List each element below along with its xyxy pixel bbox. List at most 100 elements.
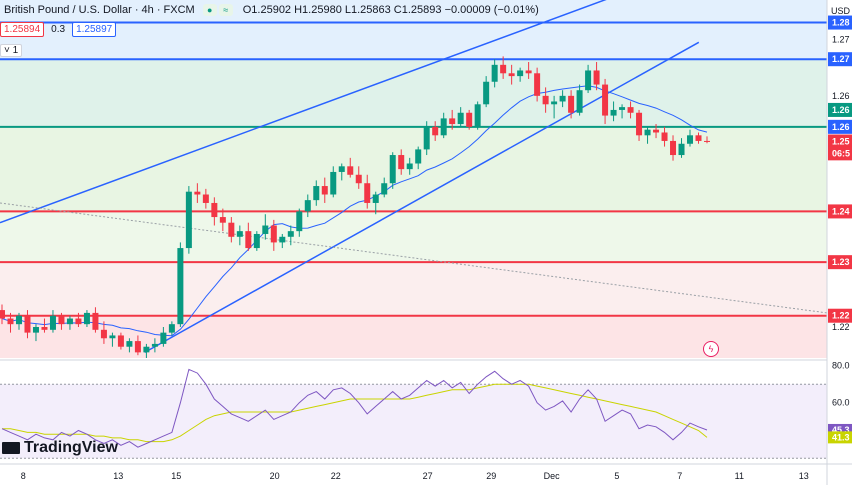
candle-body: [177, 248, 184, 325]
candle-body: [670, 140, 677, 156]
time-tick-label: 8: [21, 471, 26, 481]
price-label-tag: [828, 134, 852, 149]
market-open-dot-icon: ●: [202, 4, 217, 16]
price-label-text: 1.22: [832, 311, 850, 321]
time-tick-label: 13: [113, 471, 123, 481]
candle-body: [440, 118, 447, 136]
trendline[interactable]: [0, 0, 666, 224]
candle-body: [406, 163, 413, 170]
rsi-tick-label: 60.0: [832, 398, 850, 408]
sell-button[interactable]: 1.25894: [0, 22, 45, 37]
candle-body: [534, 73, 541, 96]
rsi-band: [0, 384, 827, 459]
zones-layer: [0, 0, 827, 358]
candle-body: [287, 231, 294, 237]
candle-body: [551, 101, 558, 105]
trendline[interactable]: [0, 202, 828, 314]
candle-body: [109, 335, 116, 339]
candle-body: [372, 194, 379, 203]
price-label-tag: [828, 15, 852, 30]
candle-body: [585, 70, 592, 91]
candle-body: [483, 81, 490, 105]
candle-body: [466, 112, 473, 127]
candle-body: [636, 112, 643, 136]
candle-body: [245, 231, 252, 249]
candle-body: [228, 222, 235, 237]
price-label-text: 1.27: [832, 54, 850, 64]
rsi-ma-line: [2, 383, 708, 443]
time-tick-label: 13: [799, 471, 809, 481]
buy-button[interactable]: 1.25897: [72, 22, 117, 37]
candle-body: [194, 191, 201, 195]
chevron-down-icon: ˅: [4, 45, 10, 56]
candle-body: [219, 217, 226, 223]
candle-body: [134, 341, 141, 353]
candle-body: [66, 318, 73, 325]
tradingview-logo: TradingView: [2, 439, 118, 457]
rsi-label-tag: [828, 431, 852, 444]
price-label-text: 1.26: [832, 122, 850, 132]
candle-body: [185, 191, 192, 249]
candle-body: [58, 315, 65, 325]
candle-body: [619, 107, 626, 110]
candle-body: [236, 231, 243, 237]
indicator-count: 1: [12, 45, 19, 56]
price-label-text: 1.23: [832, 257, 850, 267]
time-tick-label: 20: [270, 471, 280, 481]
candle-body: [500, 64, 507, 74]
candle-body: [593, 70, 600, 85]
candle-body: [653, 129, 660, 133]
candle-body: [559, 95, 566, 102]
candle-body: [644, 129, 651, 136]
price-axis[interactable]: 1.27 1.26 1.25 1.24 1.23 1.22 1.28 1.27 1.26 1.26…: [826, 0, 852, 485]
levels-layer: [0, 21, 827, 317]
candle-body: [508, 73, 515, 77]
price-tick-label: 1.27: [832, 34, 850, 44]
candle-body: [313, 186, 320, 201]
candle-body: [423, 126, 430, 150]
lightning-icon[interactable]: ϟ: [703, 341, 719, 357]
price-label-text: 06:5: [832, 148, 850, 158]
price-label-tag: [828, 146, 852, 161]
candle-body: [610, 109, 617, 116]
price-label-text: 1.25: [832, 137, 850, 147]
candle-body: [525, 70, 532, 74]
price-axis-bg: [827, 0, 852, 485]
candle-body: [330, 171, 337, 195]
price-label-tag: [828, 308, 852, 323]
candle-body: [32, 326, 39, 333]
price-zone: [0, 0, 827, 60]
price-tick-label: 1.22: [832, 322, 850, 332]
price-tick-label: 1.26: [832, 91, 850, 101]
price-label-tag: [828, 102, 852, 117]
spread-value: 0.3: [51, 24, 66, 35]
candle-body: [542, 95, 549, 105]
candle-body: [449, 118, 456, 125]
candle-body: [202, 194, 209, 203]
candle-body: [389, 155, 396, 184]
candle-body: [253, 233, 260, 249]
rsi-pane: [0, 359, 852, 459]
candle-body: [49, 315, 56, 330]
price-label-text: 1.28: [832, 18, 850, 28]
price-label-text: 1.26: [832, 105, 850, 115]
time-tick-label: Dec: [544, 471, 561, 481]
brand-name: TradingView: [24, 439, 118, 456]
candle-body: [24, 315, 31, 333]
price-label-text: 1.24: [832, 206, 850, 216]
candle-body: [568, 95, 575, 113]
candle-body: [83, 312, 90, 325]
price-label-tag: [828, 255, 852, 270]
time-tick-label: 29: [486, 471, 496, 481]
symbol-title[interactable]: British Pound / U.S. Dollar · 4h · FXCM: [4, 4, 195, 16]
time-axis[interactable]: 8 13 15 20 22 27 29 Dec 5 7 11 13: [0, 463, 852, 481]
candle-body: [576, 90, 583, 113]
wave-icon: ≈: [218, 4, 233, 16]
indicator-toggle[interactable]: ˅ 1: [0, 44, 23, 57]
candle-body: [296, 211, 303, 232]
candle-body: [279, 236, 286, 243]
candle-body: [491, 64, 498, 82]
candle-body: [695, 135, 702, 141]
ohlc-values: O1.25902 H1.25980 L1.25863 C1.25893 −0.0…: [242, 4, 539, 16]
